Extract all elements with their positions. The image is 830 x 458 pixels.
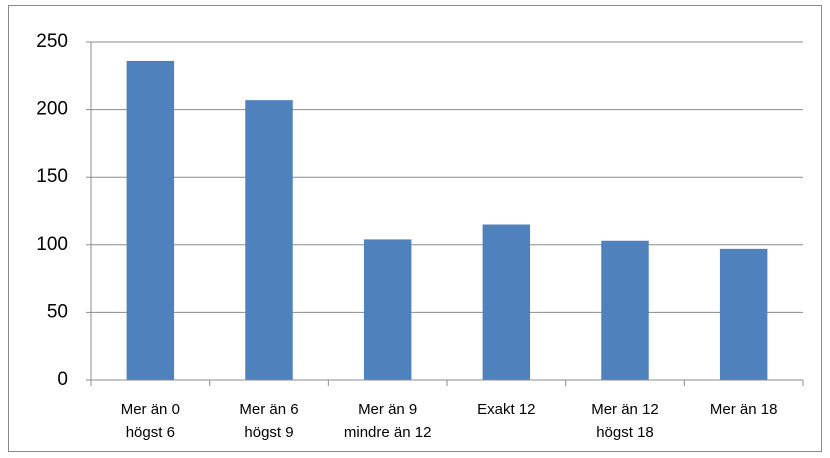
- bar: [363, 239, 412, 380]
- y-tick-label: 50: [47, 301, 68, 322]
- bar: [482, 224, 531, 380]
- x-tick-label: högst 18: [596, 424, 654, 441]
- bar: [245, 100, 293, 381]
- bar: [719, 248, 768, 380]
- x-tick-label: Exakt 12: [477, 401, 535, 418]
- bar: [126, 60, 175, 380]
- x-tick-label: Mer än 6: [239, 401, 298, 418]
- y-tick-label: 100: [36, 234, 68, 255]
- x-tick-label: Mer än 9: [358, 401, 417, 418]
- x-tick-label: mindre än 12: [344, 424, 432, 441]
- x-tick-label: Mer än 12: [591, 401, 659, 418]
- x-tick-label: högst 6: [126, 424, 175, 441]
- bar: [601, 240, 649, 380]
- x-tick-label: Mer än 0: [121, 401, 180, 418]
- y-tick-label: 0: [57, 369, 68, 390]
- x-tick-label: högst 9: [244, 424, 293, 441]
- y-tick-label: 150: [36, 166, 68, 187]
- y-tick-label: 200: [36, 99, 68, 120]
- y-tick-label: 250: [36, 31, 68, 52]
- x-tick-label: Mer än 18: [710, 401, 778, 418]
